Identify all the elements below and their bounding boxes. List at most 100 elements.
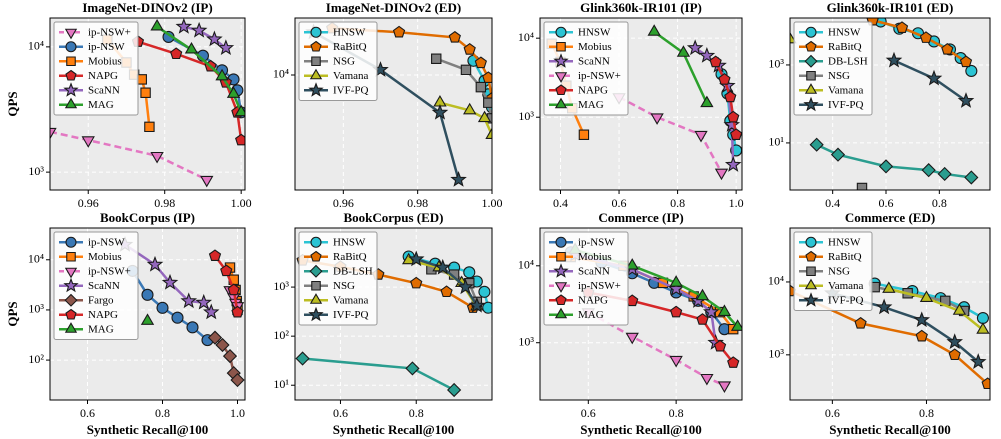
legend-marker <box>804 54 818 68</box>
legend-label: RaBitQ <box>333 251 367 263</box>
legend-marker <box>310 250 322 262</box>
legend-label: IVF-PQ <box>333 84 369 96</box>
x-tick-label: 0.8 <box>409 406 424 420</box>
x-tick-label: 0.4 <box>825 196 840 210</box>
marker <box>724 90 737 103</box>
series-line <box>439 101 492 136</box>
marker <box>175 18 193 34</box>
legend-marker <box>64 293 78 307</box>
legend-label: IVF-PQ <box>828 294 864 306</box>
legend-marker <box>65 308 77 320</box>
legend-label: HNSW <box>828 26 861 38</box>
legend-label: NSG <box>333 55 355 67</box>
legend-label: Vamana <box>333 70 369 82</box>
legend-label: NSG <box>333 280 355 292</box>
marker <box>407 250 425 267</box>
plot-frame <box>539 17 743 191</box>
y-tick-label: 10³ <box>518 109 534 123</box>
x-tick-label: 0.8 <box>155 406 170 420</box>
marker <box>208 249 222 262</box>
legend-box <box>298 21 378 101</box>
x-tick-label: 0.8 <box>670 196 685 210</box>
legend-marker <box>806 70 816 81</box>
legend-marker <box>310 40 322 52</box>
marker <box>965 64 978 78</box>
chart-title: Commerce (ED) <box>845 210 935 225</box>
marker <box>146 255 164 272</box>
legend-marker <box>65 41 77 53</box>
legend-label: HNSW <box>333 26 366 38</box>
plot-frame <box>789 17 991 191</box>
marker <box>669 305 683 318</box>
legend-marker <box>64 267 78 279</box>
marker <box>482 71 492 83</box>
legend-label: MAG <box>578 99 604 111</box>
y-tick-label: 10⁴ <box>768 274 784 288</box>
marker <box>410 276 423 289</box>
plot-frame <box>789 227 991 401</box>
marker <box>220 264 233 277</box>
x-axis-label: Synthetic Recall@100 <box>580 422 702 437</box>
y-tick-label: 10² <box>28 352 44 366</box>
series-line <box>183 25 227 49</box>
legend-marker <box>311 56 321 67</box>
legend-label: NAPG <box>578 84 608 96</box>
x-tick-label: 0.8 <box>932 196 947 210</box>
marker <box>447 382 462 398</box>
marker <box>150 151 164 164</box>
legend-label: Vamana <box>828 280 864 292</box>
marker <box>186 321 199 334</box>
marker <box>724 156 742 172</box>
marker <box>952 303 967 315</box>
marker <box>463 43 476 55</box>
marker <box>669 275 683 287</box>
marker <box>475 81 487 93</box>
x-tick-label: 0.8 <box>919 406 934 420</box>
legend-label: Mobius <box>578 41 612 53</box>
y-tick-label: 10² <box>273 328 289 342</box>
legend-marker <box>64 97 78 109</box>
marker <box>625 258 639 270</box>
legend-label: Fargo <box>88 294 114 306</box>
legend-label: ip-NSW+ <box>578 70 621 82</box>
marker <box>713 339 727 352</box>
y-tick-label: 10¹ <box>273 377 289 391</box>
marker <box>913 311 931 328</box>
legend-label: MAG <box>578 309 604 321</box>
marker <box>156 301 169 314</box>
legend-label: MAG <box>88 99 114 111</box>
marker <box>882 281 896 293</box>
plot-frame <box>539 227 743 401</box>
marker <box>434 258 452 275</box>
x-axis-label: Synthetic Recall@100 <box>829 422 951 437</box>
legend-marker <box>555 236 567 248</box>
legend-marker <box>806 266 816 277</box>
marker <box>937 166 952 182</box>
legend-marker <box>553 53 569 68</box>
x-tick-label: 0.8 <box>669 406 684 420</box>
marker <box>957 92 975 108</box>
marker <box>723 116 741 132</box>
y-tick-label: 10³ <box>768 347 784 361</box>
legend-label: HNSW <box>333 236 366 248</box>
marker <box>717 304 732 316</box>
marker <box>431 103 449 120</box>
legend-label: NSG <box>828 265 850 277</box>
marker <box>727 110 740 123</box>
y-axis-label: QPS <box>5 301 20 326</box>
marker <box>856 182 868 190</box>
legend-label: IVF-PQ <box>828 99 864 111</box>
legend-label: DB-LSH <box>828 55 868 67</box>
legend-marker <box>556 41 566 52</box>
marker <box>809 137 824 152</box>
legend-label: DB-LSH <box>333 265 373 277</box>
marker <box>190 21 208 38</box>
legend-marker <box>556 251 566 262</box>
legend-label: ScaNN <box>578 55 610 67</box>
marker <box>915 329 928 342</box>
series-line <box>618 95 723 174</box>
marker <box>217 39 235 56</box>
marker <box>885 51 903 68</box>
plot-layer <box>790 18 979 190</box>
marker <box>700 95 714 108</box>
